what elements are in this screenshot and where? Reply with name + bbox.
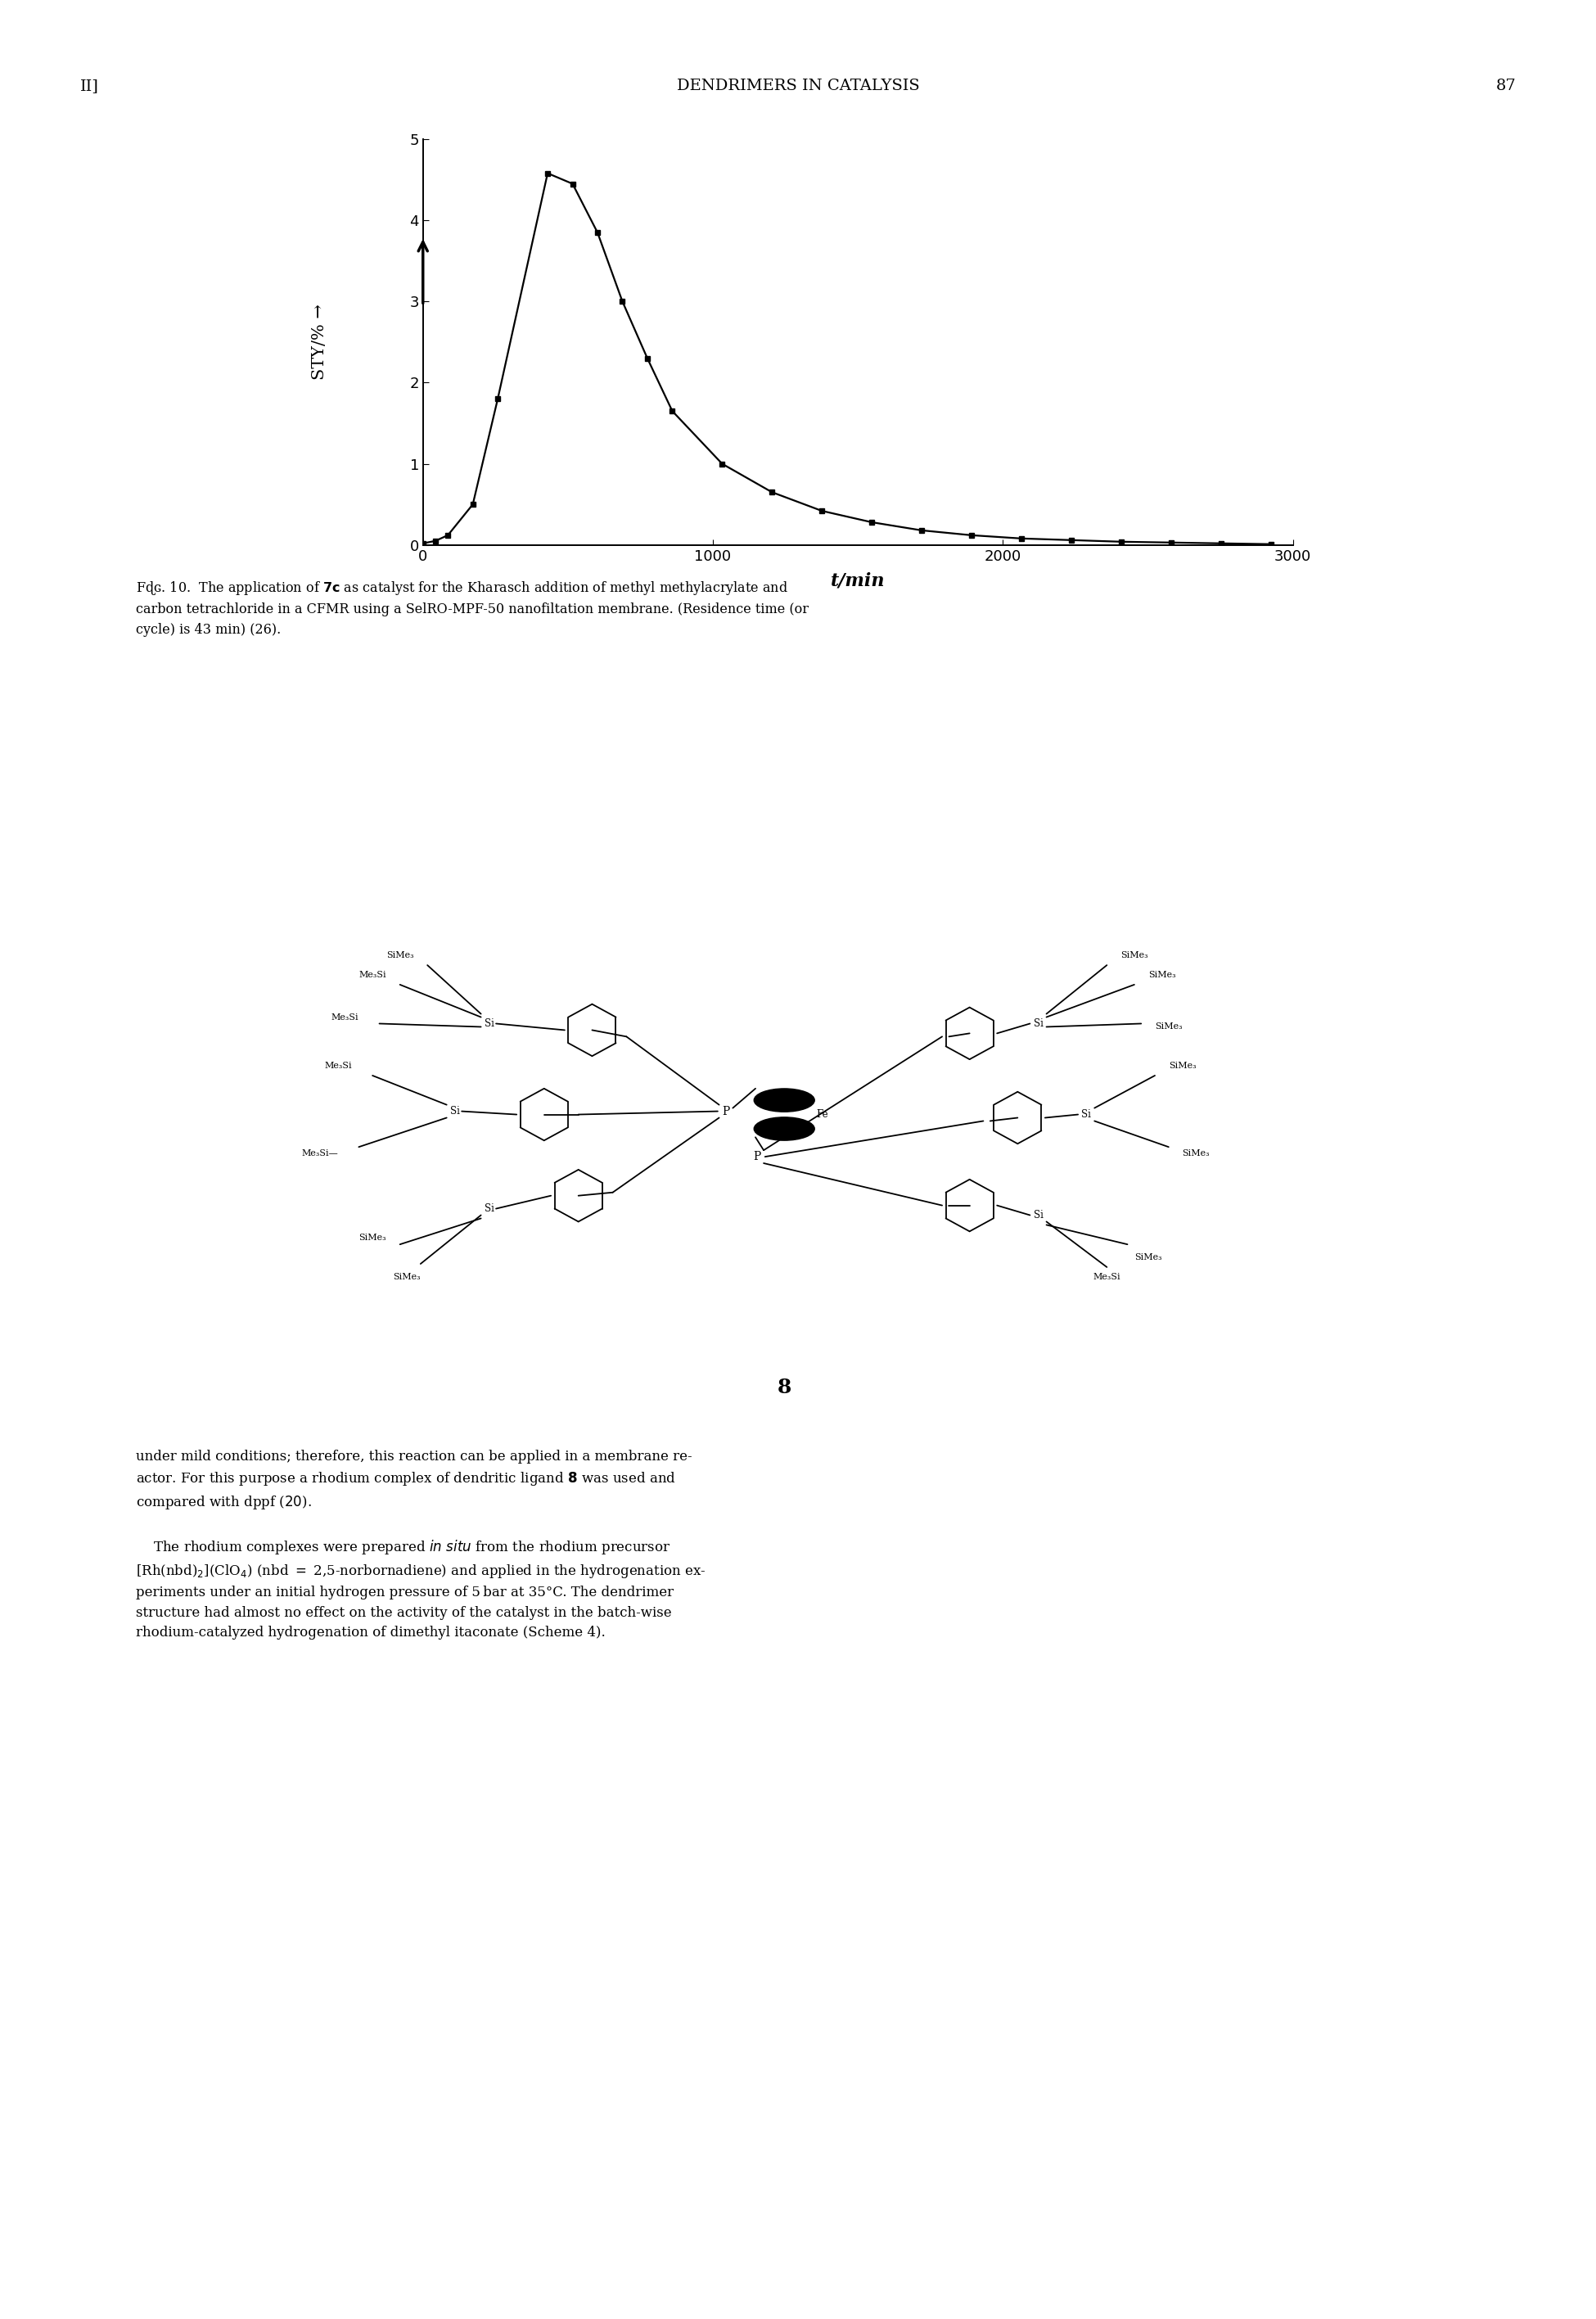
Text: Me₃Si: Me₃Si — [332, 1013, 359, 1020]
Text: 87: 87 — [1495, 79, 1516, 93]
Text: II]: II] — [80, 79, 99, 93]
Text: Fe: Fe — [816, 1108, 828, 1120]
Text: 8: 8 — [777, 1377, 792, 1396]
Text: SiMe₃: SiMe₃ — [1148, 972, 1176, 979]
Text: STY/% →: STY/% → — [311, 304, 327, 380]
X-axis label: t/min: t/min — [830, 573, 886, 589]
Text: Si: Si — [1082, 1108, 1092, 1120]
Text: Me₃Si: Me₃Si — [1093, 1273, 1120, 1280]
Text: Si: Si — [450, 1106, 460, 1115]
Text: Me₃Si: Me₃Si — [324, 1062, 351, 1069]
Text: SiMe₃: SiMe₃ — [1120, 951, 1148, 960]
Text: Si: Si — [1033, 1211, 1044, 1220]
Text: Si: Si — [1033, 1018, 1044, 1030]
Text: Me₃Si: Me₃Si — [359, 972, 386, 979]
Text: SiMe₃: SiMe₃ — [1168, 1062, 1195, 1069]
Text: SiMe₃: SiMe₃ — [1135, 1252, 1162, 1262]
Text: P: P — [753, 1150, 761, 1162]
Text: SiMe₃: SiMe₃ — [359, 1234, 386, 1243]
Text: SiMe₃: SiMe₃ — [1156, 1023, 1183, 1032]
Text: SiMe₃: SiMe₃ — [386, 951, 413, 960]
Text: Me₃Si—: Me₃Si— — [302, 1150, 338, 1157]
Text: under mild conditions; therefore, this reaction can be applied in a membrane re-: under mild conditions; therefore, this r… — [136, 1449, 705, 1640]
Text: SiMe₃: SiMe₃ — [393, 1273, 421, 1280]
Text: SiMe₃: SiMe₃ — [1183, 1150, 1210, 1157]
Text: DENDRIMERS IN CATALYSIS: DENDRIMERS IN CATALYSIS — [677, 79, 919, 93]
Text: Fɖɢ. 10.  The application of $\mathbf{7c}$ as catalyst for the Kharasch addition: Fɖɢ. 10. The application of $\mathbf{7c}… — [136, 580, 809, 635]
Ellipse shape — [753, 1118, 814, 1141]
Text: P: P — [721, 1106, 729, 1118]
Text: Si: Si — [484, 1018, 495, 1030]
Text: Si: Si — [484, 1204, 495, 1213]
Ellipse shape — [753, 1088, 814, 1111]
